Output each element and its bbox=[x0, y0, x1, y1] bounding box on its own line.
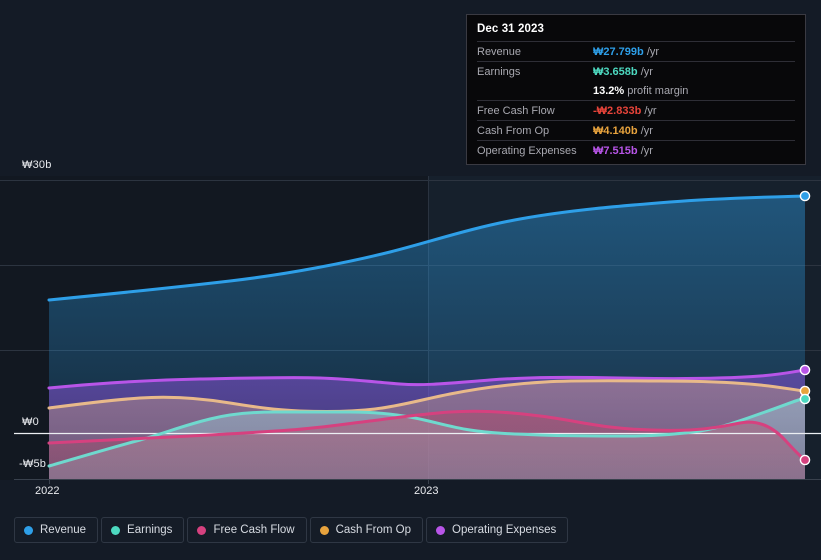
series-endpoint-markers bbox=[799, 190, 811, 466]
tooltip-row-earnings: Earnings ₩3.658b /yr bbox=[477, 61, 795, 81]
legend-item-earnings[interactable]: Earnings bbox=[101, 517, 185, 543]
legend-dot-revenue-icon bbox=[24, 525, 33, 535]
tooltip-value-profit-margin: 13.2% bbox=[593, 84, 625, 97]
tooltip-row-revenue: Revenue ₩27.799b /yr bbox=[477, 41, 795, 61]
tooltip-value-cash-from-op: ₩4.140b bbox=[593, 124, 638, 137]
series-line-cfo bbox=[47, 379, 807, 414]
tooltip-row-operating-expenses: Operating Expenses ₩7.515b /yr bbox=[477, 140, 795, 160]
y-axis-label-top: ₩30b bbox=[22, 159, 52, 171]
legend-item-free-cash-flow[interactable]: Free Cash Flow bbox=[187, 517, 307, 543]
legend-dot-cash-from-op-icon bbox=[319, 525, 329, 535]
tooltip-key-earnings: Earnings bbox=[477, 65, 521, 78]
tooltip-row-profit-margin: 13.2% profit margin bbox=[477, 81, 795, 100]
tooltip-key-operating-expenses: Operating Expenses bbox=[477, 144, 577, 157]
legend-dot-earnings-icon bbox=[111, 525, 121, 535]
y-axis-label-bottom: -₩5b bbox=[19, 458, 47, 470]
chart-plot-area[interactable]: ₩30b ₩0 -₩5b 2022 2023 bbox=[0, 0, 821, 500]
legend-item-operating-expenses[interactable]: Operating Expenses bbox=[426, 517, 569, 543]
series-line-revenue bbox=[47, 194, 807, 302]
tooltip-row-free-cash-flow: Free Cash Flow -₩2.833b /yr bbox=[477, 100, 795, 120]
tooltip-unit-free-cash-flow: /yr bbox=[644, 104, 657, 117]
legend-label-cash-from-op: Cash From Op bbox=[335, 524, 412, 536]
tooltip-value-revenue: ₩27.799b bbox=[593, 45, 644, 58]
tooltip-key-cash-from-op: Cash From Op bbox=[477, 124, 550, 137]
legend-label-operating-expenses: Operating Expenses bbox=[452, 524, 557, 536]
tooltip-row-cash-from-op: Cash From Op ₩4.140b /yr bbox=[477, 120, 795, 140]
endpoint-revenue bbox=[799, 190, 811, 202]
legend-label-earnings: Earnings bbox=[127, 524, 173, 536]
chart-tooltip: Dec 31 2023 Revenue ₩27.799b /yr Earning… bbox=[466, 14, 806, 165]
endpoint-earnings bbox=[799, 393, 811, 405]
legend-dot-free-cash-flow-icon bbox=[197, 525, 207, 535]
tooltip-unit-cash-from-op: /yr bbox=[640, 124, 653, 137]
x-axis-label-2022: 2022 bbox=[35, 485, 60, 497]
legend-label-revenue: Revenue bbox=[40, 524, 87, 536]
tooltip-key-revenue: Revenue bbox=[477, 45, 522, 58]
tooltip-key-free-cash-flow: Free Cash Flow bbox=[477, 104, 555, 117]
x-axis-label-2023: 2023 bbox=[414, 485, 439, 497]
tooltip-value-operating-expenses: ₩7.515b bbox=[593, 144, 638, 157]
endpoint-operating-expenses bbox=[799, 364, 811, 376]
tooltip-unit-revenue: /yr bbox=[646, 45, 660, 58]
y-axis-label-zero: ₩0 bbox=[22, 416, 39, 428]
tooltip-unit-operating-expenses: /yr bbox=[640, 144, 653, 157]
legend-item-revenue[interactable]: Revenue bbox=[14, 517, 99, 543]
chart-svg bbox=[0, 176, 821, 484]
tooltip-value-earnings: ₩3.658b bbox=[593, 65, 638, 78]
legend-label-free-cash-flow: Free Cash Flow bbox=[213, 524, 295, 536]
tooltip-unit-earnings: /yr bbox=[640, 65, 653, 78]
legend-dot-operating-expenses-icon bbox=[436, 525, 446, 535]
endpoint-free-cash-flow bbox=[799, 454, 811, 466]
tooltip-date: Dec 31 2023 bbox=[477, 23, 544, 35]
series-line-fcf bbox=[47, 409, 807, 462]
chart-legend: Revenue Earnings Free Cash Flow Cash Fro… bbox=[14, 517, 569, 543]
legend-item-cash-from-op[interactable]: Cash From Op bbox=[309, 517, 424, 543]
series-line-opex bbox=[47, 368, 807, 390]
series-line-earnings bbox=[47, 396, 807, 468]
tooltip-label-profit-margin: profit margin bbox=[627, 84, 689, 97]
tooltip-value-free-cash-flow: -₩2.833b bbox=[593, 104, 642, 117]
